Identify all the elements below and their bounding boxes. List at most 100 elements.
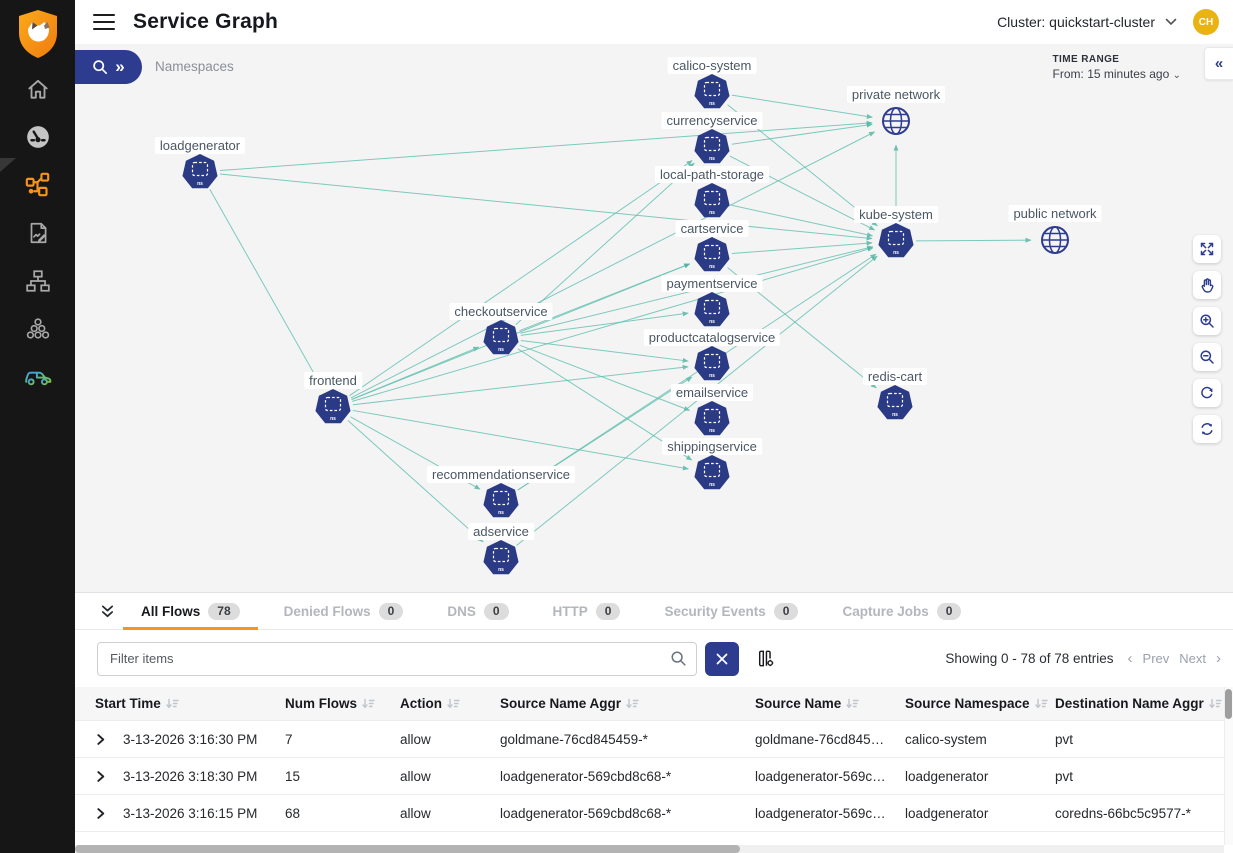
- graph-node-loadgenerator[interactable]: ns: [182, 154, 218, 189]
- right-panel-collapse-button[interactable]: «: [1204, 47, 1233, 80]
- zoom-out-icon: [1200, 350, 1214, 364]
- columns-settings-icon: [758, 650, 774, 667]
- tab-http[interactable]: HTTP 0: [531, 593, 643, 629]
- horizontal-scrollbar[interactable]: [75, 845, 1224, 853]
- sidebar-item-service-graph[interactable]: [23, 171, 53, 198]
- column-header-num-flows[interactable]: Num Flows: [285, 696, 400, 711]
- zoom-out-button[interactable]: [1193, 343, 1221, 371]
- graph-node-emailservice[interactable]: ns: [694, 401, 730, 436]
- column-header-source-name-aggr[interactable]: Source Name Aggr: [500, 696, 755, 711]
- column-header-destination-name-aggr[interactable]: Destination Name Aggr: [1055, 696, 1225, 711]
- sidebar-item-cluster[interactable]: [23, 315, 53, 342]
- graph-node-label-shippingservice[interactable]: shippingservice: [662, 438, 762, 455]
- service-graph-svg: ns ns ns ns ns ns ns ns ns ns ns ns ns ns ns: [182, 74, 1069, 575]
- clear-filter-button[interactable]: [705, 641, 739, 676]
- horizontal-scrollbar-thumb[interactable]: [75, 845, 740, 853]
- vertical-scrollbar[interactable]: [1224, 687, 1233, 845]
- sidebar-item-network[interactable]: [23, 267, 53, 294]
- reset-layout-button[interactable]: [1193, 379, 1221, 407]
- graph-node-kube-system[interactable]: ns: [878, 223, 914, 258]
- sidebar-item-home[interactable]: [23, 75, 53, 102]
- graph-node-label-productcatalogservice[interactable]: productcatalogservice: [643, 329, 781, 346]
- service-graph-canvas[interactable]: ns ns ns ns ns ns ns ns ns ns ns ns ns ns ns » Namespa…: [75, 44, 1233, 592]
- graph-node-label-loadgenerator[interactable]: loadgenerator: [154, 137, 246, 154]
- graph-node-adservice[interactable]: ns: [483, 540, 519, 575]
- tab-capture-jobs[interactable]: Capture Jobs 0: [820, 593, 983, 629]
- row-expand-button[interactable]: [95, 770, 123, 782]
- cell-source-name: loadgenerator-569c…: [755, 768, 886, 784]
- prev-page-button[interactable]: Prev: [1142, 651, 1170, 666]
- row-expand-button[interactable]: [95, 733, 123, 745]
- column-header-start-time[interactable]: Start Time: [95, 696, 285, 711]
- avatar[interactable]: CH: [1193, 9, 1219, 35]
- pan-button[interactable]: [1193, 271, 1221, 299]
- graph-node-label-kube-system[interactable]: kube-system: [854, 206, 938, 223]
- column-settings-button[interactable]: [751, 642, 781, 676]
- next-page-button[interactable]: Next: [1179, 651, 1206, 666]
- graph-node-label-local-path-storage[interactable]: local-path-storage: [654, 166, 770, 183]
- graph-node-label-redis-cart[interactable]: redis-cart: [862, 368, 928, 385]
- graph-toolbar: [1193, 235, 1221, 443]
- prev-page-icon[interactable]: ‹: [1127, 650, 1133, 667]
- graph-node-private-network[interactable]: [882, 107, 910, 135]
- column-header-source-name[interactable]: Source Name: [755, 696, 905, 711]
- filter-input[interactable]: [97, 641, 697, 676]
- graph-node-frontend[interactable]: ns: [315, 389, 351, 424]
- tab-dns[interactable]: DNS 0: [425, 593, 530, 629]
- graph-node-label-checkoutservice[interactable]: checkoutservice: [449, 303, 553, 320]
- sidebar-item-dashboard[interactable]: [23, 123, 53, 150]
- menu-toggle-icon[interactable]: [93, 14, 115, 30]
- graph-node-checkoutservice[interactable]: ns: [483, 320, 519, 355]
- graph-node-public-network[interactable]: [1041, 226, 1069, 254]
- tab-all-flows[interactable]: All Flows 78: [119, 593, 262, 630]
- graph-node-label-public-network[interactable]: public network: [1008, 205, 1102, 222]
- vertical-scrollbar-thumb[interactable]: [1225, 689, 1232, 719]
- graph-node-label-calico-system[interactable]: calico-system: [667, 57, 757, 74]
- table-row[interactable]: 3-13-2026 3:16:15 PM 68 allow loadgenera…: [75, 795, 1233, 832]
- svg-text:ns: ns: [709, 264, 715, 270]
- svg-text:ns: ns: [709, 482, 715, 488]
- graph-node-label-adservice[interactable]: adservice: [468, 523, 534, 540]
- zoom-in-button[interactable]: [1193, 307, 1221, 335]
- refresh-button[interactable]: [1193, 415, 1221, 443]
- graph-node-recommendationservice[interactable]: ns: [483, 483, 519, 518]
- panel-collapse-button[interactable]: [95, 593, 119, 629]
- graph-node-currencyservice[interactable]: ns: [694, 129, 730, 164]
- fit-to-screen-button[interactable]: [1193, 235, 1221, 263]
- graph-node-label-emailservice[interactable]: emailservice: [670, 384, 754, 401]
- graph-node-paymentservice[interactable]: ns: [694, 292, 730, 327]
- graph-node-shippingservice[interactable]: ns: [694, 455, 730, 490]
- table-row[interactable]: 3-13-2026 3:18:30 PM 15 allow loadgenera…: [75, 758, 1233, 795]
- pager: ‹ Prev Next ›: [1128, 650, 1221, 667]
- calico-logo-icon[interactable]: [13, 7, 63, 61]
- cell-destination-name-aggr: coredns-66bc5c9577-*: [1055, 805, 1191, 821]
- graph-search-button[interactable]: »: [75, 50, 142, 84]
- graph-node-cartservice[interactable]: ns: [694, 237, 730, 272]
- cell-num-flows: 7: [285, 731, 293, 747]
- svg-text:ns: ns: [498, 347, 504, 353]
- cluster-selector[interactable]: Cluster: quickstart-cluster: [997, 14, 1177, 30]
- column-header-source-namespace[interactable]: Source Namespace: [905, 696, 1055, 711]
- graph-node-redis-cart[interactable]: ns: [877, 385, 913, 420]
- tab-count-badge: 0: [378, 602, 404, 620]
- hand-icon: [1201, 278, 1214, 293]
- sidebar-item-policies[interactable]: [23, 219, 53, 246]
- graph-node-label-recommendationservice[interactable]: recommendationservice: [426, 466, 576, 483]
- row-expand-button[interactable]: [95, 807, 123, 819]
- graph-node-local-path-storage[interactable]: ns: [694, 183, 730, 218]
- time-range-value[interactable]: From: 15 minutes ago ⌄: [1052, 67, 1181, 81]
- tab-denied-flows[interactable]: Denied Flows 0: [262, 593, 426, 629]
- namespace-hexagon-icon: [694, 237, 730, 272]
- graph-node-label-cartservice[interactable]: cartservice: [675, 220, 749, 237]
- column-header-action[interactable]: Action: [400, 696, 500, 711]
- graph-node-label-private-network[interactable]: private network: [846, 86, 946, 103]
- graph-node-label-frontend[interactable]: frontend: [304, 372, 362, 389]
- graph-node-label-currencyservice[interactable]: currencyservice: [661, 112, 763, 129]
- graph-node-productcatalogservice[interactable]: ns: [694, 346, 730, 381]
- table-row[interactable]: 3-13-2026 3:16:30 PM 7 allow goldmane-76…: [75, 721, 1233, 758]
- next-page-icon[interactable]: ›: [1216, 650, 1221, 667]
- tab-security-events[interactable]: Security Events 0: [642, 593, 820, 629]
- graph-node-label-paymentservice[interactable]: paymentservice: [661, 275, 763, 292]
- graph-node-calico-system[interactable]: ns: [694, 74, 730, 109]
- sidebar-item-car[interactable]: [23, 363, 53, 390]
